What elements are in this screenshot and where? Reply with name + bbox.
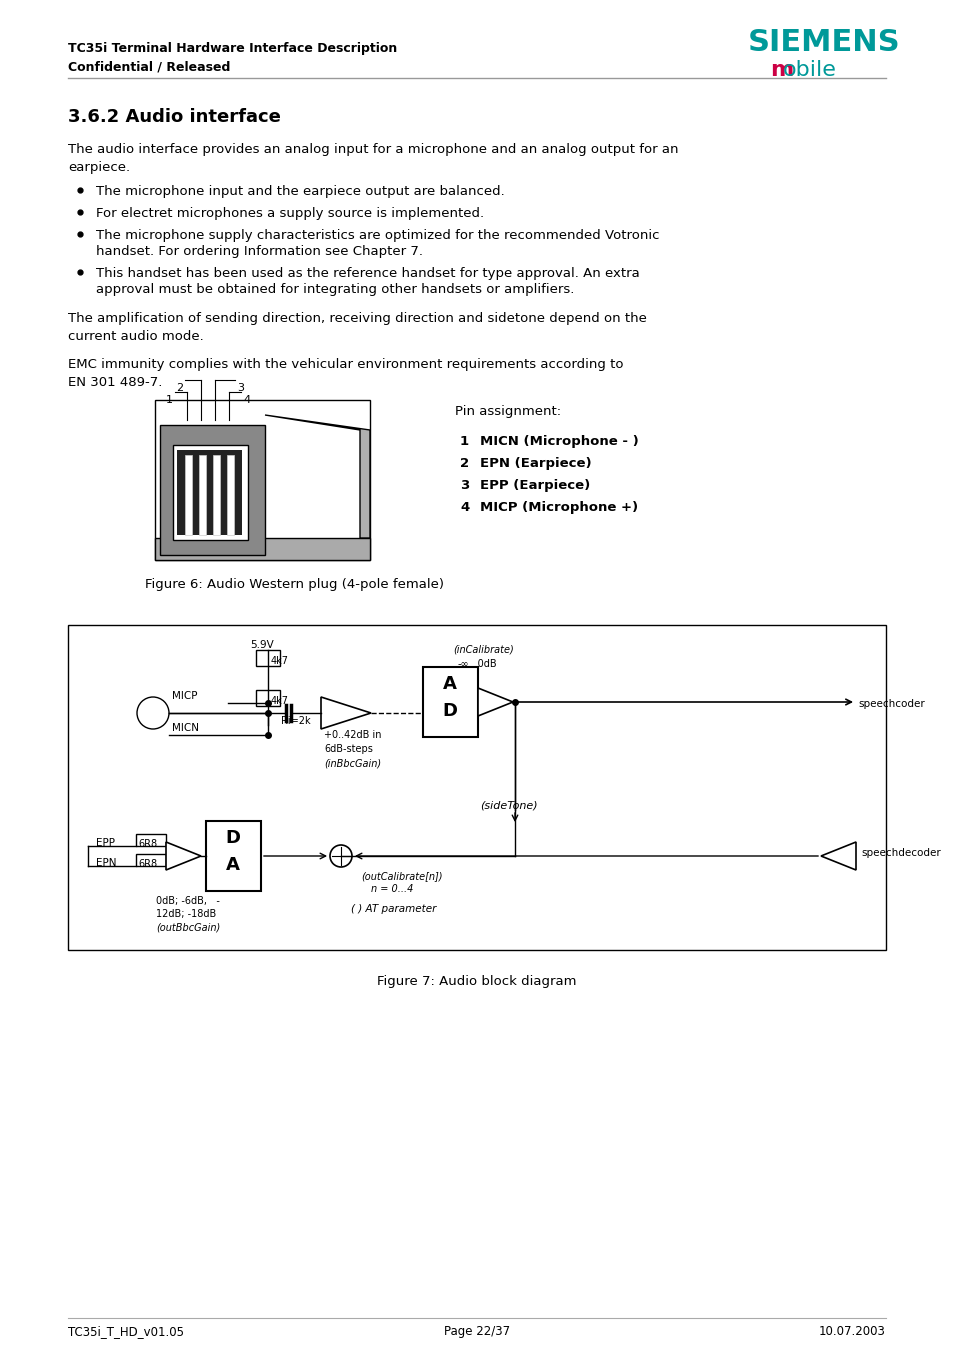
Text: (sideTone): (sideTone) bbox=[479, 800, 537, 811]
Text: approval must be obtained for integrating other handsets or amplifiers.: approval must be obtained for integratin… bbox=[96, 282, 574, 296]
Text: This handset has been used as the reference handset for type approval. An extra: This handset has been used as the refere… bbox=[96, 267, 639, 280]
Text: 3: 3 bbox=[236, 382, 244, 393]
Text: MICP: MICP bbox=[172, 690, 197, 701]
Text: (outCalibrate[n]): (outCalibrate[n]) bbox=[360, 871, 442, 881]
Bar bbox=[227, 455, 233, 535]
Text: Confidential / Released: Confidential / Released bbox=[68, 59, 230, 73]
Bar bbox=[172, 444, 248, 540]
Text: A: A bbox=[442, 676, 456, 693]
Text: 2: 2 bbox=[175, 382, 183, 393]
Polygon shape bbox=[821, 842, 855, 870]
Text: 6R8: 6R8 bbox=[138, 859, 157, 869]
Text: handset. For ordering Information see Chapter 7.: handset. For ordering Information see Ch… bbox=[96, 245, 422, 258]
Text: EPP: EPP bbox=[96, 838, 115, 848]
Bar bbox=[154, 538, 370, 561]
Text: -∞...0dB: -∞...0dB bbox=[457, 659, 497, 669]
Text: Page 22/37: Page 22/37 bbox=[443, 1325, 510, 1337]
Text: (inCalibrate): (inCalibrate) bbox=[453, 644, 514, 655]
Text: TC35i Terminal Hardware Interface Description: TC35i Terminal Hardware Interface Descri… bbox=[68, 42, 396, 55]
Bar bbox=[154, 400, 370, 561]
Bar bbox=[422, 667, 477, 738]
Text: EPN (Earpiece): EPN (Earpiece) bbox=[479, 457, 591, 470]
Text: 6dB-steps: 6dB-steps bbox=[324, 744, 373, 754]
Text: 4: 4 bbox=[243, 394, 250, 405]
Text: 6R8: 6R8 bbox=[138, 839, 157, 848]
Text: 1: 1 bbox=[459, 435, 469, 449]
Circle shape bbox=[137, 697, 169, 730]
Polygon shape bbox=[166, 842, 201, 870]
Text: +0..42dB in: +0..42dB in bbox=[324, 730, 381, 740]
Bar bbox=[255, 650, 280, 666]
Bar bbox=[136, 834, 166, 846]
Text: A: A bbox=[226, 857, 240, 874]
Circle shape bbox=[330, 844, 352, 867]
Text: Ri=2k: Ri=2k bbox=[281, 716, 311, 725]
Text: earpiece.: earpiece. bbox=[68, 161, 130, 174]
Text: Figure 7: Audio block diagram: Figure 7: Audio block diagram bbox=[376, 975, 577, 988]
Text: MICN (Microphone - ): MICN (Microphone - ) bbox=[479, 435, 639, 449]
Text: EPN: EPN bbox=[96, 858, 116, 867]
Text: 12dB; -18dB: 12dB; -18dB bbox=[156, 909, 216, 919]
Text: (inBbcGain): (inBbcGain) bbox=[324, 758, 381, 767]
Text: ( ) AT parameter: ( ) AT parameter bbox=[351, 904, 436, 915]
Bar bbox=[206, 821, 261, 892]
Text: 5.9V: 5.9V bbox=[250, 640, 274, 650]
Text: The audio interface provides an analog input for a microphone and an analog outp: The audio interface provides an analog i… bbox=[68, 143, 678, 155]
Text: 4: 4 bbox=[459, 501, 469, 513]
Text: MICN: MICN bbox=[172, 723, 199, 734]
Text: 3.6.2 Audio interface: 3.6.2 Audio interface bbox=[68, 108, 280, 126]
Text: 0dB; -6dB,   -: 0dB; -6dB, - bbox=[156, 896, 219, 907]
Text: obile: obile bbox=[782, 59, 836, 80]
Bar bbox=[199, 455, 206, 535]
Text: D: D bbox=[225, 830, 240, 847]
Text: The microphone supply characteristics are optimized for the recommended Votronic: The microphone supply characteristics ar… bbox=[96, 230, 659, 242]
Text: 1: 1 bbox=[166, 394, 172, 405]
Bar bbox=[213, 455, 220, 535]
Text: current audio mode.: current audio mode. bbox=[68, 330, 204, 343]
Polygon shape bbox=[320, 697, 371, 730]
Text: 4k7: 4k7 bbox=[271, 696, 289, 707]
Text: For electret microphones a supply source is implemented.: For electret microphones a supply source… bbox=[96, 207, 483, 220]
Text: TC35i_T_HD_v01.05: TC35i_T_HD_v01.05 bbox=[68, 1325, 184, 1337]
Text: (outBbcGain): (outBbcGain) bbox=[156, 921, 220, 932]
Text: The amplification of sending direction, receiving direction and sidetone depend : The amplification of sending direction, … bbox=[68, 312, 646, 326]
Polygon shape bbox=[477, 688, 513, 716]
Text: 2: 2 bbox=[459, 457, 469, 470]
Text: D: D bbox=[442, 703, 457, 720]
Text: 4k7: 4k7 bbox=[271, 657, 289, 666]
Bar bbox=[68, 626, 885, 950]
Text: EPP (Earpiece): EPP (Earpiece) bbox=[479, 480, 590, 492]
Text: EMC immunity complies with the vehicular environment requirements according to: EMC immunity complies with the vehicular… bbox=[68, 358, 623, 372]
Text: Pin assignment:: Pin assignment: bbox=[455, 405, 560, 417]
Text: speechcoder: speechcoder bbox=[857, 698, 923, 709]
Text: The microphone input and the earpiece output are balanced.: The microphone input and the earpiece ou… bbox=[96, 185, 504, 199]
Text: speechdecoder: speechdecoder bbox=[861, 848, 940, 858]
Bar bbox=[185, 455, 192, 535]
Text: m: m bbox=[769, 59, 792, 80]
Text: 3: 3 bbox=[459, 480, 469, 492]
Text: n = 0...4: n = 0...4 bbox=[371, 884, 413, 894]
Bar bbox=[177, 450, 242, 535]
Bar bbox=[255, 690, 280, 707]
Bar bbox=[160, 426, 265, 555]
Polygon shape bbox=[265, 415, 370, 538]
Text: Figure 6: Audio Western plug (4-pole female): Figure 6: Audio Western plug (4-pole fem… bbox=[146, 578, 444, 590]
Bar bbox=[154, 538, 370, 561]
Text: 10.07.2003: 10.07.2003 bbox=[819, 1325, 885, 1337]
Text: SIEMENS: SIEMENS bbox=[747, 28, 900, 57]
Bar bbox=[136, 854, 166, 866]
Text: EN 301 489-7.: EN 301 489-7. bbox=[68, 376, 162, 389]
Text: MICP (Microphone +): MICP (Microphone +) bbox=[479, 501, 638, 513]
